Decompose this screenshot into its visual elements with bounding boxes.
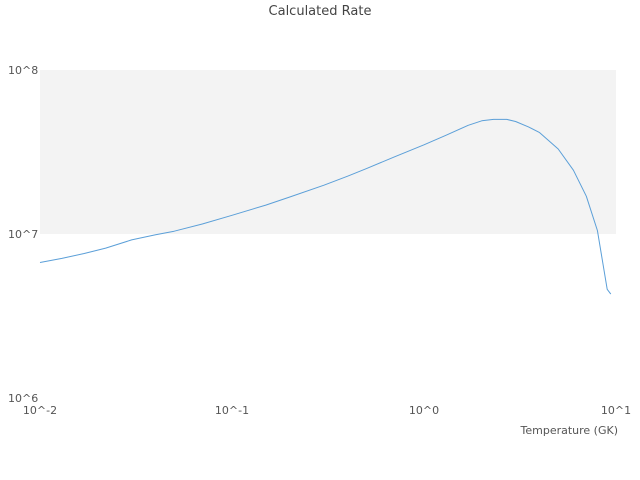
x-tick-label: 10^-1 xyxy=(215,404,249,417)
x-axis-label: Temperature (GK) xyxy=(520,424,619,437)
y-tick-label: 10^7 xyxy=(8,228,38,241)
x-tick-label: 10^0 xyxy=(409,404,439,417)
rate-line xyxy=(39,118,612,295)
chart-title: Calculated Rate xyxy=(268,4,372,19)
shaded-decade-band xyxy=(40,70,616,234)
x-tick-label: 10^1 xyxy=(601,404,631,417)
y-tick-label: 10^8 xyxy=(8,64,38,77)
x-tick-label: 10^-2 xyxy=(23,404,57,417)
y-tick-label: 10^6 xyxy=(8,392,38,405)
